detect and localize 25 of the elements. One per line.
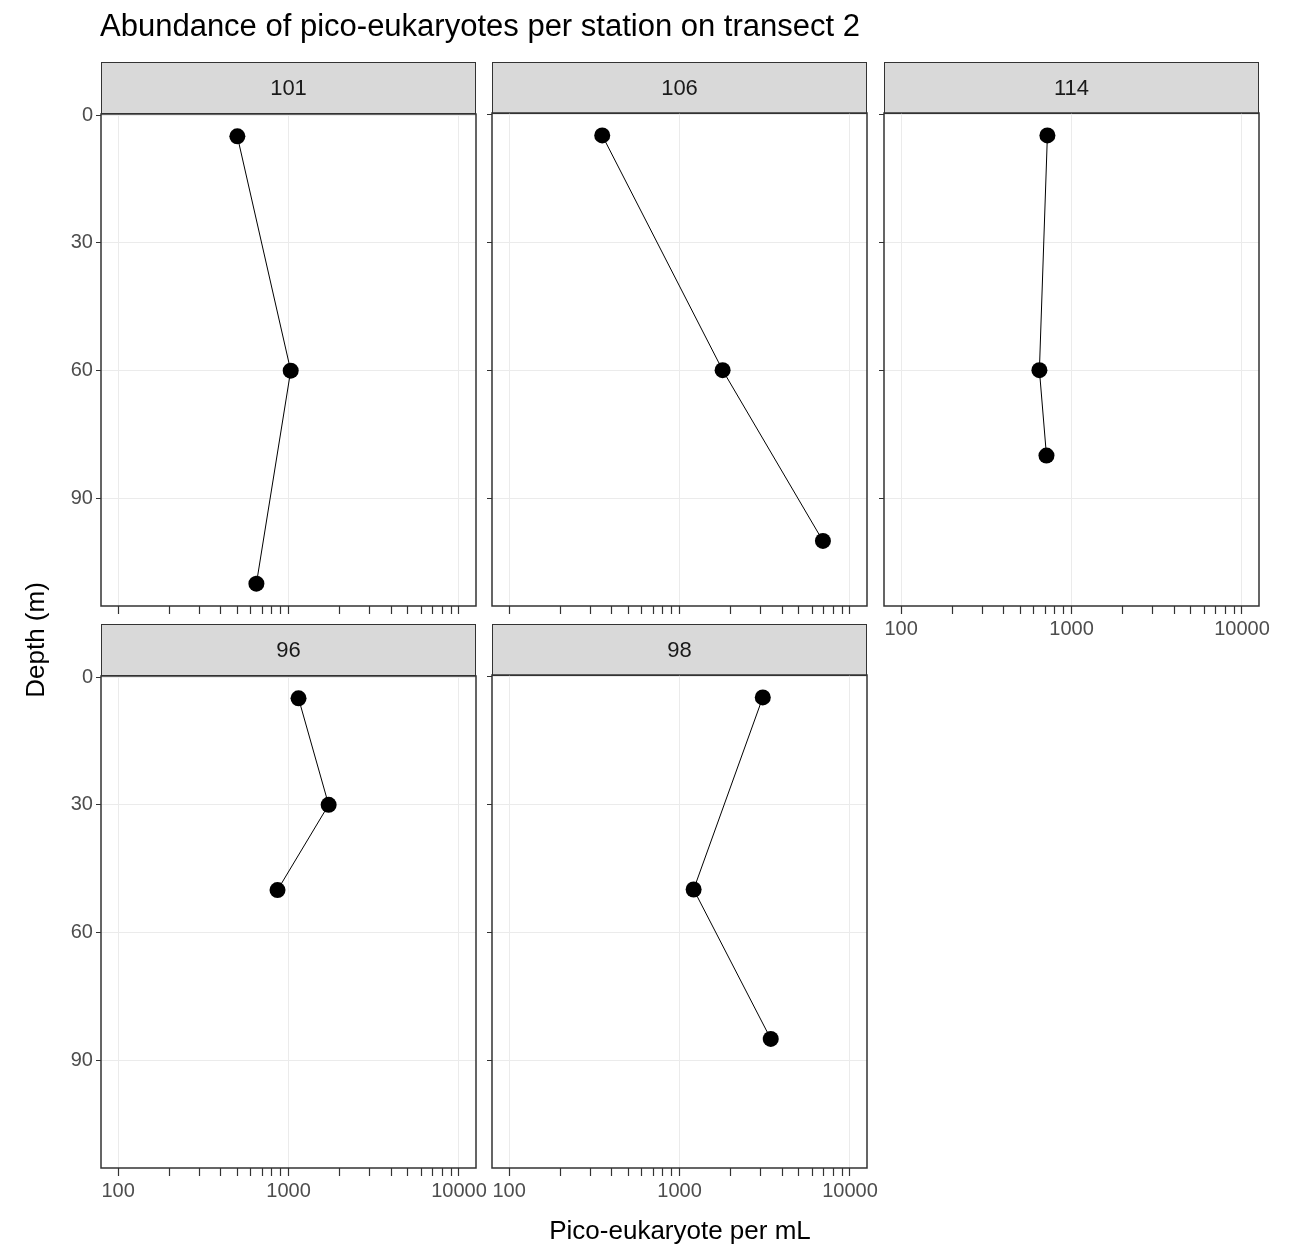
y-tick-label: 60 [70,358,93,381]
chart-title: 98 [667,637,692,662]
chart-title: 106 [661,75,698,100]
chart-title: 114 [1053,75,1090,100]
x-tick-label: 100 [492,1178,526,1201]
x-tick-label: 1000 [266,1178,311,1201]
x-tick-label: 10000 [1214,616,1270,639]
y-axis-title: Depth (m) [19,582,51,698]
y-tick-label: 90 [70,1047,93,1070]
chart-title: 96 [276,637,301,662]
y-tick-label: 60 [70,920,93,943]
x-tick-label: 100 [884,616,918,639]
x-tick-label: 10000 [431,1178,487,1201]
x-tick-label: 100 [101,1178,135,1201]
x-tick-label: 10000 [822,1178,878,1201]
x-tick-label: 1000 [657,1178,702,1201]
x-axis-title: Pico-eukaryote per mL [549,1215,811,1246]
y-tick-label: 30 [70,792,93,815]
y-tick-label: 90 [70,485,93,508]
y-tick-label: 30 [70,230,93,253]
chart-title: 101 [270,75,307,100]
text: Abundance of pico-eukaryotes per station on transect 2 [100,8,860,44]
y-tick-label: 0 [81,102,93,125]
x-tick-label: 1000 [1049,616,1094,639]
y-tick-label: 0 [81,664,93,687]
